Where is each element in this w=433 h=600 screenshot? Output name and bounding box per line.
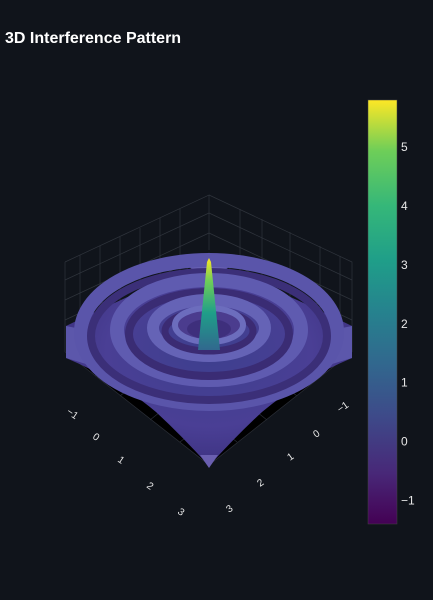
y-tick: 3 — [224, 503, 235, 515]
chart-title: 3D Interference Pattern — [5, 30, 182, 47]
surface — [66, 253, 352, 468]
colorbar-tick-label: −1 — [401, 493, 415, 507]
colorbar-gradient — [367, 99, 398, 525]
y-tick: 0 — [311, 428, 322, 440]
x-tick: 3 — [175, 506, 186, 518]
central-peak — [198, 258, 220, 350]
y-tick: 1 — [285, 451, 296, 463]
y-tick: 2 — [255, 477, 266, 489]
colorbar-tick-label: 4 — [401, 199, 408, 213]
x-tick: 1 — [115, 454, 126, 466]
colorbar-tick-label: 3 — [401, 258, 408, 272]
colorbar: 5 4 3 2 1 0 −1 — [367, 99, 415, 525]
colorbar-tick-label: 1 — [401, 376, 408, 390]
x-tick: 2 — [144, 480, 155, 492]
colorbar-tick-label: 5 — [401, 140, 408, 154]
colorbar-tick-label: 0 — [401, 435, 408, 449]
colorbar-tick-label: 2 — [401, 317, 408, 331]
x-tick: −1 — [64, 406, 80, 422]
y-tick: −1 — [335, 400, 351, 416]
x-tick: 0 — [90, 431, 101, 443]
colorbar-ticks: 5 4 3 2 1 0 −1 — [401, 140, 415, 507]
